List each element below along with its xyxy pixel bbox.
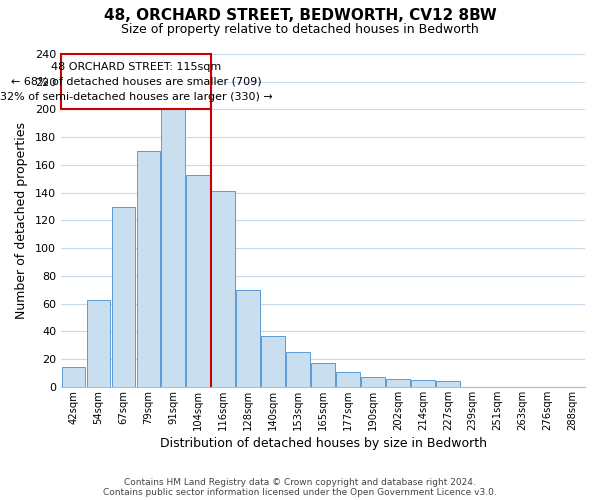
Bar xyxy=(86,300,110,387)
Bar xyxy=(62,368,85,387)
Bar xyxy=(112,206,135,387)
Text: Contains public sector information licensed under the Open Government Licence v3: Contains public sector information licen… xyxy=(103,488,497,497)
Bar xyxy=(286,352,310,387)
Bar xyxy=(161,110,185,387)
X-axis label: Distribution of detached houses by size in Bedworth: Distribution of detached houses by size … xyxy=(160,437,487,450)
Bar xyxy=(187,174,210,387)
Bar xyxy=(436,382,460,387)
Bar xyxy=(336,372,360,387)
Text: 48 ORCHARD STREET: 115sqm
← 68% of detached houses are smaller (709)
32% of semi: 48 ORCHARD STREET: 115sqm ← 68% of detac… xyxy=(0,62,272,102)
Bar xyxy=(137,151,160,387)
Bar xyxy=(411,380,434,387)
Text: Contains HM Land Registry data © Crown copyright and database right 2024.: Contains HM Land Registry data © Crown c… xyxy=(124,478,476,487)
Y-axis label: Number of detached properties: Number of detached properties xyxy=(15,122,28,319)
Bar xyxy=(261,336,285,387)
Bar xyxy=(236,290,260,387)
Bar xyxy=(386,378,410,387)
Text: Size of property relative to detached houses in Bedworth: Size of property relative to detached ho… xyxy=(121,22,479,36)
Text: 48, ORCHARD STREET, BEDWORTH, CV12 8BW: 48, ORCHARD STREET, BEDWORTH, CV12 8BW xyxy=(104,8,496,22)
Bar xyxy=(361,377,385,387)
Bar xyxy=(211,192,235,387)
Bar xyxy=(311,364,335,387)
